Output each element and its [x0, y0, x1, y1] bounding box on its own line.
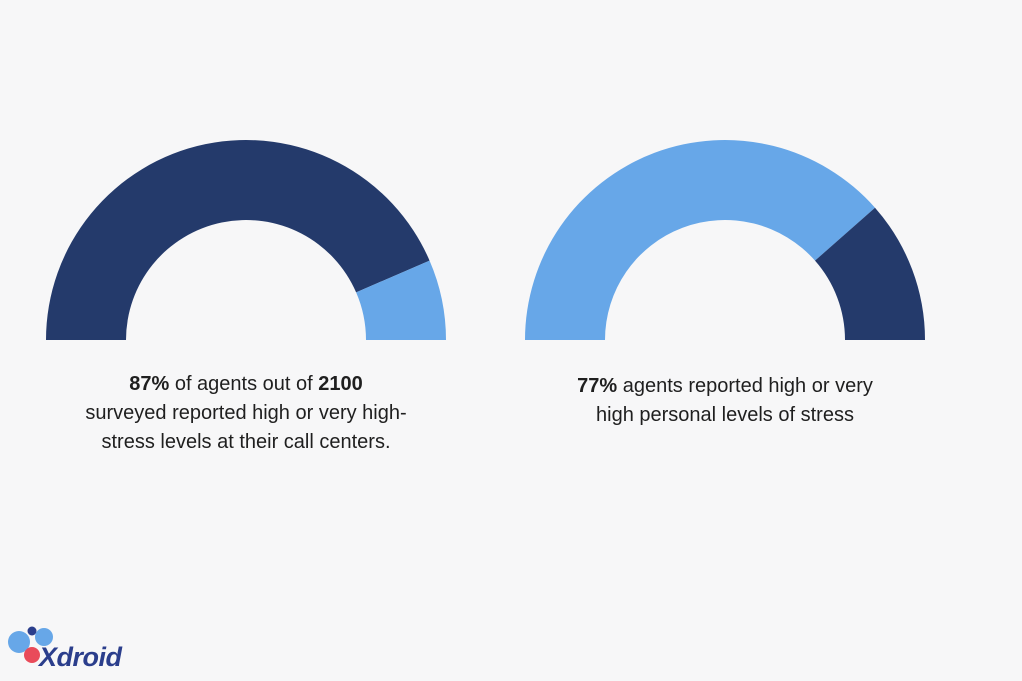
- stat-percent: 77%: [577, 375, 618, 397]
- gauge-1-segment-1: [815, 207, 925, 340]
- caption-personal-stress: 77% agents reported high or very high pe…: [515, 372, 935, 430]
- gauge-left-svg: [46, 140, 446, 340]
- caption-text: of agents out of: [169, 373, 319, 395]
- caption-agents-stress: 87% of agents out of 2100 surveyed repor…: [36, 370, 456, 457]
- gauge-chart-personal-stress: [515, 130, 935, 350]
- stat-percent: 87%: [129, 373, 170, 395]
- caption-left-line-2: surveyed reported high or very high-: [85, 402, 407, 424]
- gauge-1-segment-0: [525, 139, 876, 340]
- gauge-right-svg: [525, 139, 925, 340]
- gauge-0-segment-0: [46, 140, 430, 340]
- logo-dots-icon: [8, 626, 53, 663]
- gauge-chart-agents-stress: [36, 130, 456, 350]
- stat-count: 2100: [318, 373, 363, 395]
- caption-left-line-3: stress levels at their call centers.: [101, 431, 391, 453]
- caption-text: agents reported high or very: [617, 375, 873, 397]
- caption-right-line-1: 77% agents reported high or very: [515, 372, 935, 401]
- logo-text: Xdroid: [39, 642, 122, 672]
- xdroid-logo: Xdroid: [4, 622, 134, 674]
- caption-left-line-1: 87% of agents out of 2100: [36, 370, 456, 399]
- gauge-0-segment-1: [356, 260, 446, 340]
- caption-right-line-2: high personal levels of stress: [596, 404, 854, 426]
